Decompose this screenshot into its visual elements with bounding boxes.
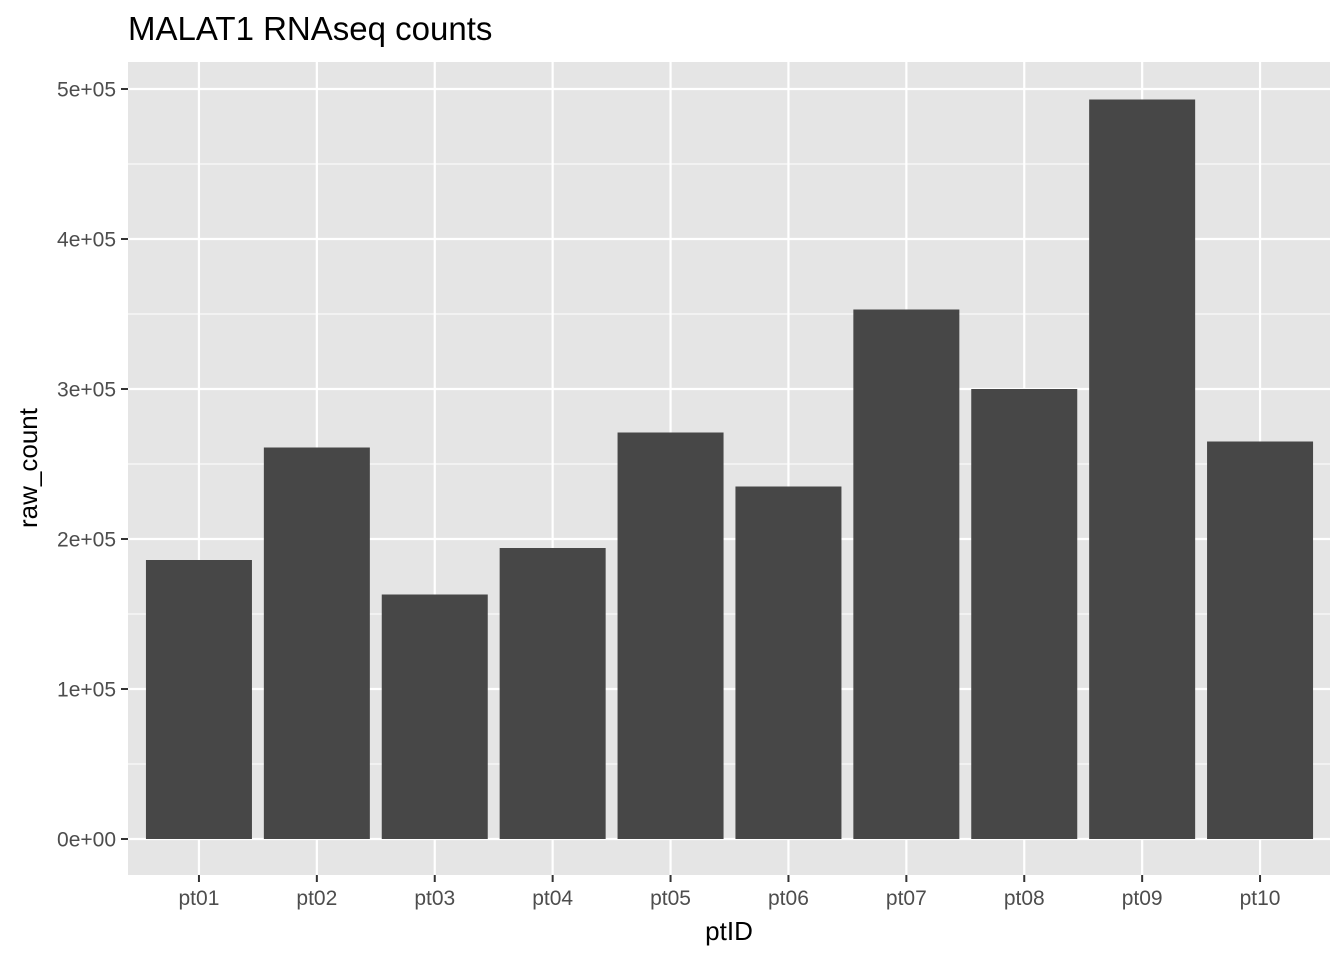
y-tick-label: 0e+00 [57,829,116,852]
y-axis-title: raw_count [13,407,43,528]
x-tick-label: pt01 [179,887,220,910]
bar-pt06 [735,486,842,839]
y-tick-label: 3e+05 [57,379,116,402]
x-tick-label: pt06 [768,887,809,910]
bar-pt04 [499,548,606,839]
y-axis: 0e+00 1e+05 2e+05 3e+05 4e+05 5e+05 [57,79,128,852]
y-tick-label: 5e+05 [57,79,116,102]
x-tick-label: pt05 [650,887,691,910]
y-tick-label: 4e+05 [57,229,116,252]
bar-pt07 [853,309,960,839]
bar-pt09 [1089,99,1196,839]
y-tick-label: 1e+05 [57,679,116,702]
x-tick-label: pt07 [886,887,927,910]
bar-pt02 [263,447,370,839]
y-tick-label: 2e+05 [57,529,116,552]
x-tick-label: pt03 [414,887,455,910]
x-tick-label: pt02 [296,887,337,910]
x-axis-title: ptID [705,916,753,946]
x-axis: pt01 pt02 pt03 pt04 pt05 pt06 pt07 pt08 pt09 pt10 [179,875,1281,910]
bar-pt01 [145,560,252,839]
bars [145,99,1314,839]
bar-pt03 [381,594,488,839]
chart-title: MALAT1 RNAseq counts [128,10,492,47]
bar-pt05 [617,432,724,839]
x-tick-label: pt10 [1240,887,1281,910]
bar-pt10 [1207,441,1314,839]
x-tick-label: pt04 [532,887,573,910]
bar-pt08 [971,389,1078,839]
x-tick-label: pt09 [1122,887,1163,910]
x-tick-label: pt08 [1004,887,1045,910]
